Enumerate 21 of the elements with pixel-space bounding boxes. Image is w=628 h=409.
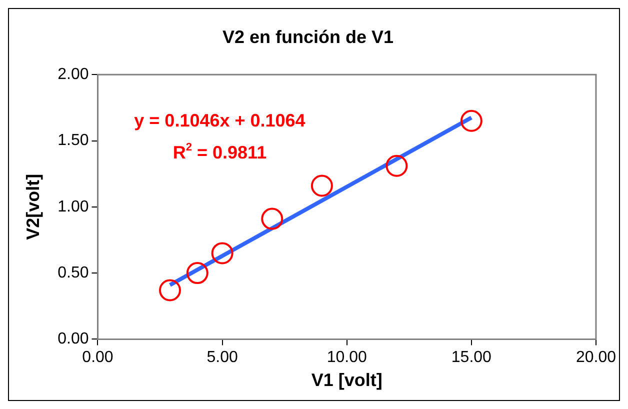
- point: [310, 174, 333, 197]
- point: [211, 242, 234, 264]
- y-tick-label: 1.50: [58, 132, 89, 150]
- point: [261, 208, 284, 230]
- y-tick-label: 0.00: [58, 330, 89, 348]
- chart-title: V2 en función de V1: [222, 26, 394, 47]
- x-tick-label: 10.00: [326, 349, 367, 366]
- y-tick-label: 2.00: [58, 66, 89, 84]
- y-tick-label: 0.50: [58, 264, 89, 282]
- point: [186, 262, 208, 284]
- x-tick-label: 5.00: [206, 349, 238, 366]
- y-tick-label: 1.00: [58, 198, 89, 216]
- point: [158, 279, 181, 302]
- annotation: y = 0.1046x + 0.1064: [134, 110, 306, 131]
- x-tick-label: 15.00: [451, 349, 492, 366]
- point: [460, 110, 482, 132]
- y-axis-title: V2[volt]: [22, 174, 43, 240]
- x-tick-label: 0.00: [82, 349, 114, 366]
- x-tick-label: 20.00: [576, 349, 616, 366]
- x-axis-title: V1 [volt]: [311, 370, 382, 390]
- point: [386, 154, 408, 177]
